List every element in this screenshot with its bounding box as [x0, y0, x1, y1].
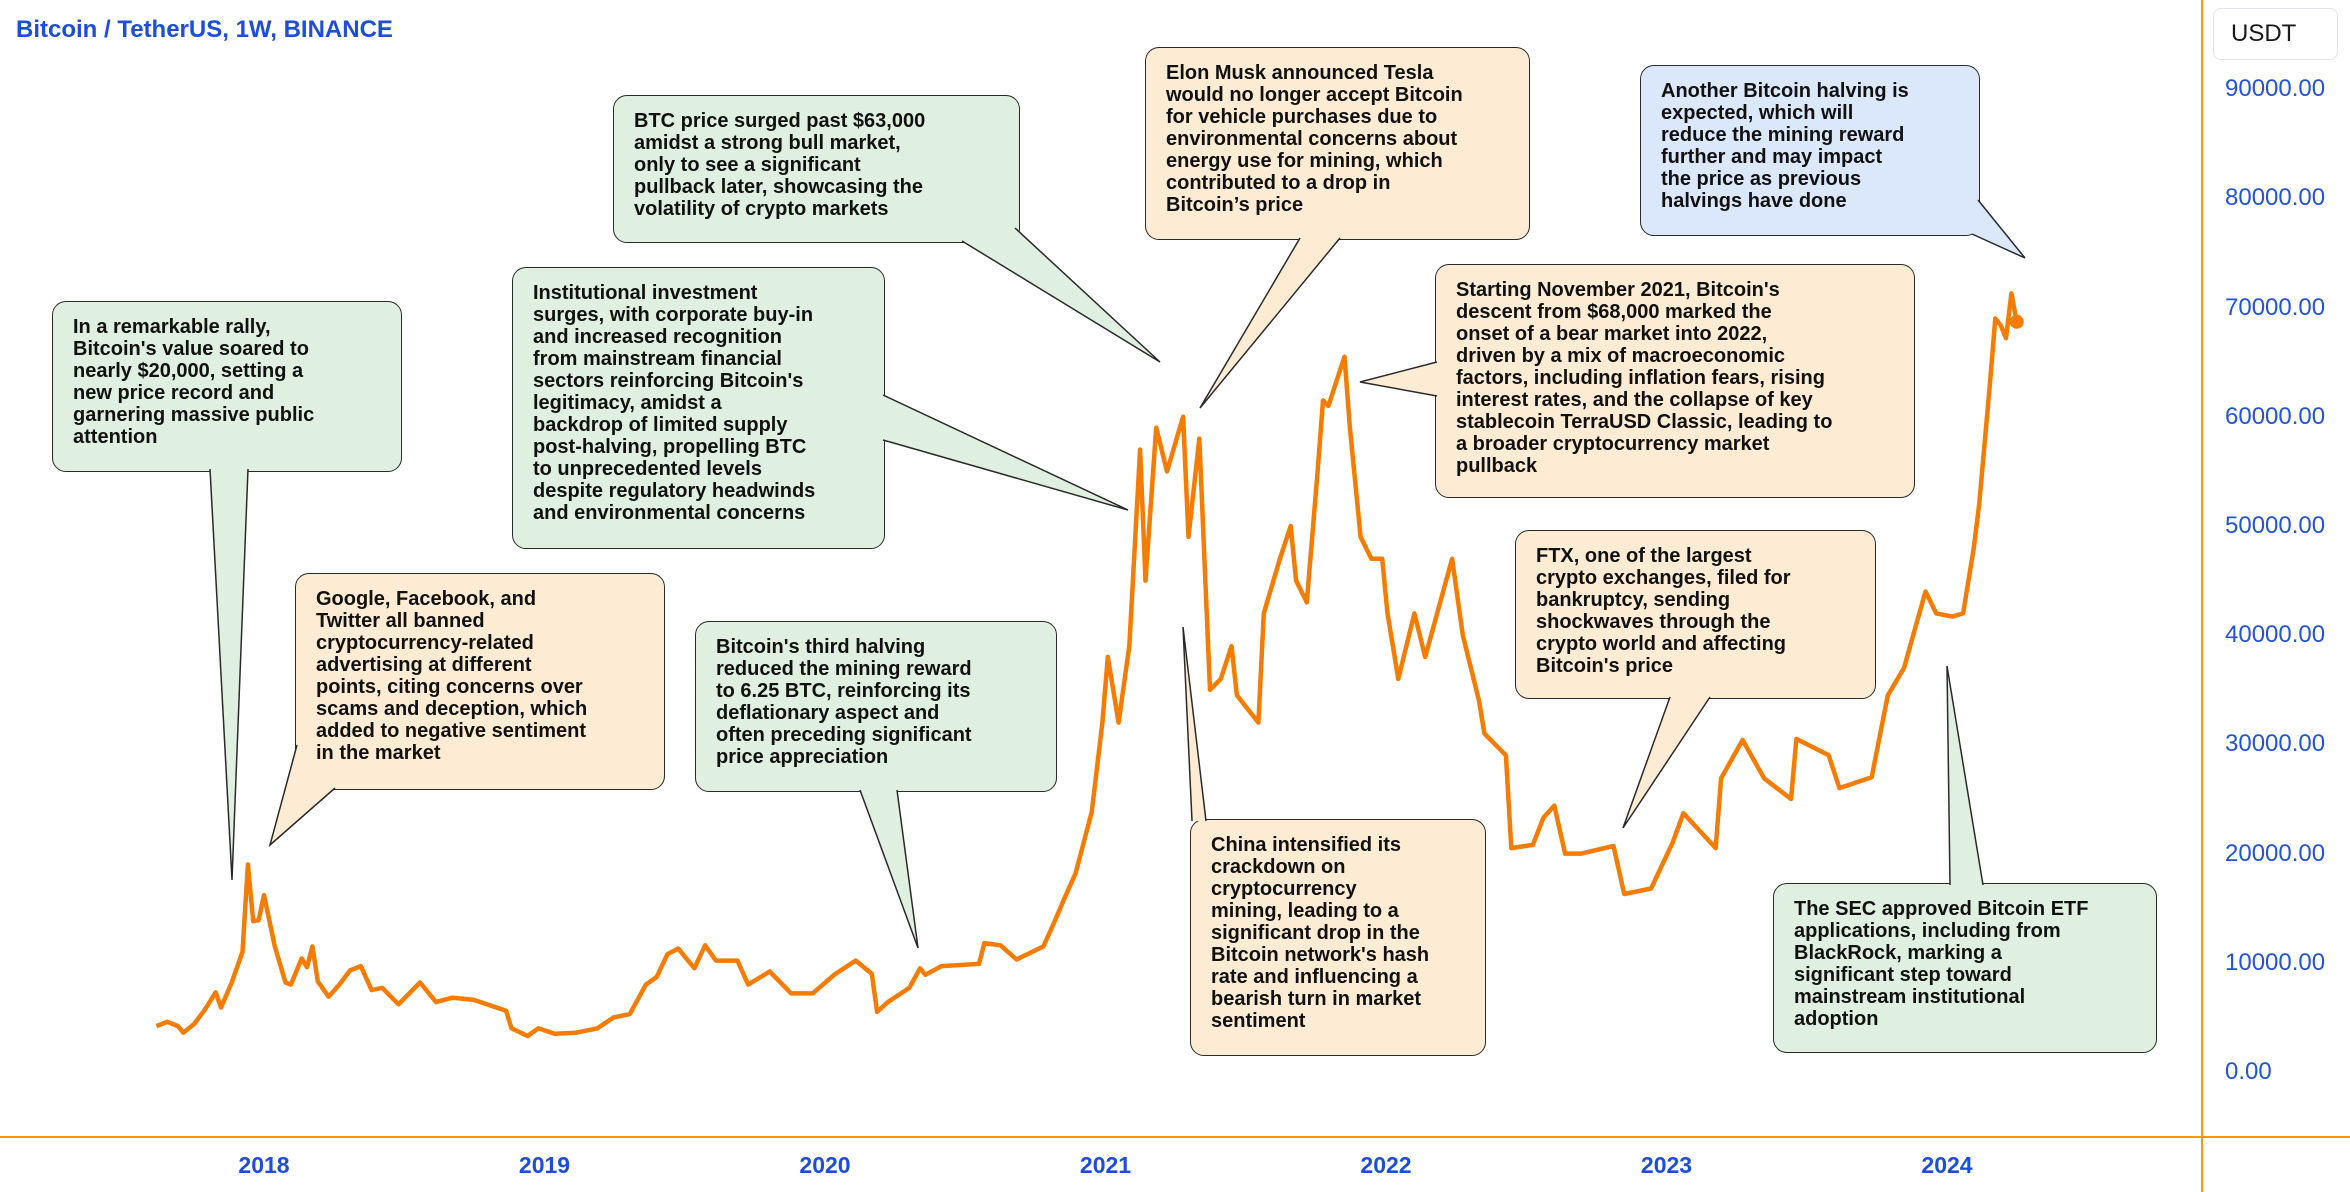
x-tick-label: 2022	[1360, 1152, 1412, 1178]
last-price-marker	[2009, 314, 2024, 329]
y-tick-label: 90000.00	[2225, 75, 2326, 103]
y-tick-label: 60000.00	[2225, 402, 2326, 430]
annotation-callout: China intensified its crackdown on crypt…	[1190, 819, 1486, 1056]
annotation-callout: Elon Musk announced Tesla would no longe…	[1145, 47, 1530, 240]
y-tick-label: 50000.00	[2225, 512, 2326, 539]
annotation-callout: Google, Facebook, and Twitter all banned…	[295, 573, 665, 790]
annotation-callout: In a remarkable rally, Bitcoin's value s…	[52, 301, 402, 472]
y-tick-label: 20000.00	[2225, 839, 2326, 867]
x-tick-label: 2021	[1079, 1152, 1132, 1178]
annotation-callout: Starting November 2021, Bitcoin's descen…	[1435, 264, 1915, 498]
x-tick-label: 2020	[799, 1152, 851, 1178]
price-line	[155, 291, 2019, 1039]
annotation-callout: BTC price surged past $63,000 amidst a s…	[613, 95, 1020, 243]
currency-selector[interactable]: USDT	[2213, 8, 2338, 60]
chart-title: Bitcoin / TetherUS, 1W, BINANCE	[16, 16, 393, 43]
x-tick-label: 2024	[1921, 1152, 1973, 1178]
annotation-callout: FTX, one of the largest crypto exchanges…	[1515, 530, 1876, 699]
x-tick-label: 2023	[1640, 1152, 1693, 1178]
x-tick-label: 2018	[238, 1152, 290, 1178]
y-tick-label: 10000.00	[2225, 948, 2326, 976]
annotation-callout: The SEC approved Bitcoin ETF application…	[1773, 883, 2157, 1053]
y-tick-label: 30000.00	[2225, 730, 2326, 758]
y-tick-label: 80000.00	[2225, 184, 2326, 212]
annotation-callout: Bitcoin's third halving reduced the mini…	[695, 621, 1057, 792]
y-tick-label: 40000.00	[2225, 621, 2326, 649]
y-tick-label: 70000.00	[2225, 293, 2326, 321]
y-tick-label: 0.00	[2225, 1058, 2272, 1085]
annotation-callout: Institutional investment surges, with co…	[512, 267, 885, 549]
annotation-callout: Another Bitcoin halving is expected, whi…	[1640, 65, 1980, 236]
x-tick-label: 2019	[518, 1152, 571, 1178]
